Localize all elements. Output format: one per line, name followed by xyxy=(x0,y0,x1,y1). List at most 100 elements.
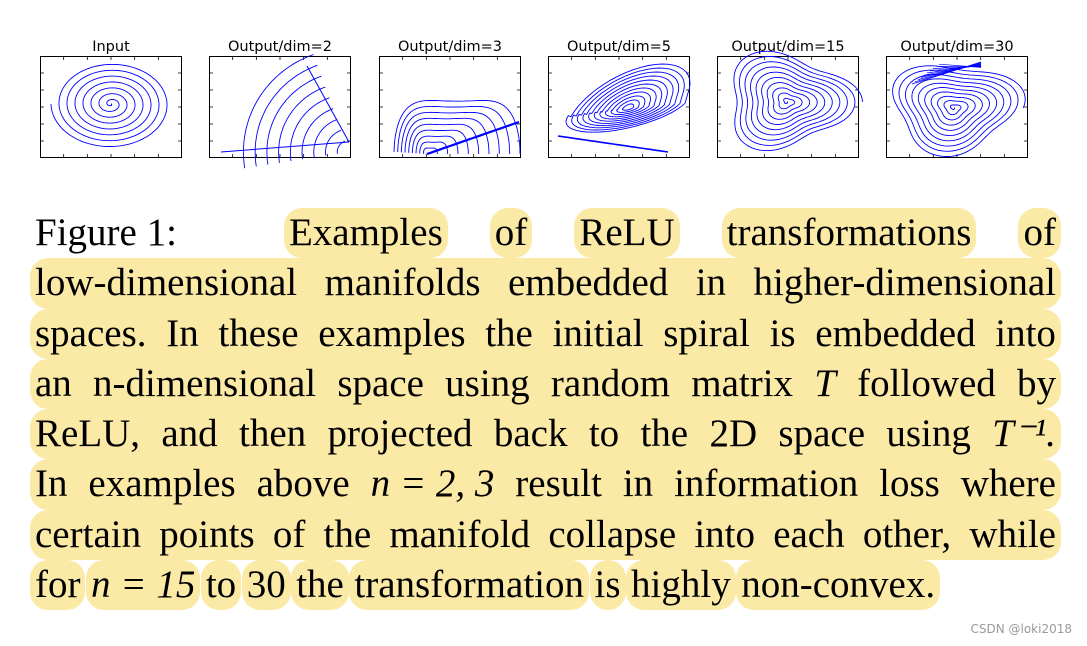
caption-word: back xyxy=(493,412,568,456)
spiral-curve xyxy=(733,50,863,152)
spiral-curve xyxy=(892,61,1026,157)
panel-title: Input xyxy=(92,39,130,55)
caption-line-5: ReLU, and then projected back to the 2D … xyxy=(30,409,1061,460)
caption-word: of xyxy=(489,208,533,259)
plot-dim5 xyxy=(548,56,691,158)
caption-word: in xyxy=(695,261,727,305)
panel-dim5: Output/dim=5 xyxy=(548,38,691,160)
caption-word: where xyxy=(960,462,1056,506)
caption-word: points xyxy=(159,512,255,556)
caption-word: ReLU xyxy=(574,208,680,259)
caption-word: non-convex. xyxy=(736,560,941,611)
panel-dim15: Output/dim=15 xyxy=(717,38,863,160)
panel-title: Output/dim=30 xyxy=(900,39,1014,55)
caption-word: spiral xyxy=(663,311,750,355)
caption-word: embedded xyxy=(815,311,976,355)
caption-math: T⁻¹. xyxy=(992,412,1056,456)
caption-word: embedded xyxy=(508,261,669,305)
caption-word: then xyxy=(239,412,307,456)
panel-title: Output/dim=5 xyxy=(567,39,671,55)
caption-word: projected xyxy=(327,412,473,456)
caption-word: In xyxy=(35,462,68,506)
caption-word: n-dimensional xyxy=(93,361,317,405)
caption-word: these xyxy=(218,311,299,355)
panel-dim30: Output/dim=30 xyxy=(886,38,1028,160)
caption-word: highly xyxy=(626,560,736,611)
caption-word: an xyxy=(35,361,72,405)
caption-line-8: for n = 15 to 30 the transformation is h… xyxy=(30,560,1056,611)
caption-word: followed xyxy=(857,361,996,405)
caption-word: is xyxy=(769,311,796,355)
caption-word: for xyxy=(30,560,86,611)
plot-dim30 xyxy=(886,56,1028,158)
caption-word: of xyxy=(272,512,306,556)
caption-word: the xyxy=(640,412,689,456)
caption-word: into xyxy=(995,311,1056,355)
panel-title: Output/dim=15 xyxy=(731,39,845,55)
caption-word: initial xyxy=(552,311,644,355)
caption-line-7: certain points of the manifold collapse … xyxy=(30,509,1061,561)
caption-math: n = 15 xyxy=(86,560,201,611)
caption-word: in xyxy=(622,462,654,506)
caption-word: is xyxy=(589,560,626,611)
figure-caption: Figure 1: Examples of ReLU transformatio… xyxy=(30,208,1061,611)
caption-word: matrix xyxy=(691,361,794,405)
caption-word: of xyxy=(1018,208,1061,259)
caption-word: space xyxy=(778,412,866,456)
caption-word: by xyxy=(1017,361,1056,405)
caption-word: into xyxy=(694,512,755,556)
caption-word: certain xyxy=(35,512,142,556)
caption-word: using xyxy=(445,361,530,405)
caption-word: the xyxy=(323,512,372,556)
caption-word: to xyxy=(200,560,242,611)
caption-word: transformation xyxy=(349,560,589,611)
caption-word: above xyxy=(256,462,350,506)
spiral-curve xyxy=(50,63,168,147)
caption-word: to xyxy=(588,412,620,456)
spiral-curve xyxy=(393,99,521,156)
caption-line-2: low-dimensional manifolds embedded in hi… xyxy=(30,258,1061,309)
caption-word: low-dimensional xyxy=(35,261,298,305)
panel-dim2: Output/dim=2 xyxy=(209,38,351,169)
panel-dim3: Output/dim=3 xyxy=(379,38,521,160)
caption-word: examples xyxy=(318,311,466,355)
caption-word: ReLU, xyxy=(35,412,141,456)
plot-input xyxy=(40,56,182,158)
caption-word: using xyxy=(886,412,971,456)
caption-word: loss xyxy=(879,462,940,506)
caption-word: the xyxy=(485,311,533,355)
caption-word: while xyxy=(969,512,1056,556)
panel-input: Input xyxy=(40,38,182,160)
caption-line-3: spaces. In these examples the initial sp… xyxy=(30,308,1061,359)
caption-math: n = 2, 3 xyxy=(370,462,495,506)
watermark: CSDN @loki2018 xyxy=(970,622,1072,636)
panel-title: Output/dim=3 xyxy=(398,39,502,55)
caption-line-4: an n-dimensional space using random matr… xyxy=(30,358,1061,410)
caption-word: higher-dimensional xyxy=(753,261,1056,305)
spiral-curve xyxy=(557,63,691,153)
caption-word: other, xyxy=(862,512,952,556)
figure-panels: Input Output/dim=2 Output/dim=3 Output/d… xyxy=(0,0,1087,170)
plot-dim2 xyxy=(209,54,351,169)
caption-word: each xyxy=(773,512,845,556)
figure-label: Figure 1: xyxy=(35,211,177,254)
caption-word: random xyxy=(550,361,671,405)
caption-word: spaces. xyxy=(35,311,147,355)
caption-word: examples xyxy=(88,462,236,506)
spiral-curve xyxy=(220,54,350,169)
caption-math: T xyxy=(814,361,836,405)
caption-line-1: Figure 1: Examples of ReLU transformatio… xyxy=(35,208,1061,259)
caption-line-6: In examples above n = 2, 3 result in inf… xyxy=(30,459,1061,510)
caption-word: the xyxy=(291,560,349,611)
caption-word: transformations xyxy=(721,208,977,259)
plot-dim3 xyxy=(379,56,521,158)
caption-word: manifold xyxy=(389,512,531,556)
panel-title: Output/dim=2 xyxy=(228,39,332,55)
caption-word: 2D xyxy=(709,412,758,456)
caption-word: result xyxy=(515,462,602,506)
caption-word: 30 xyxy=(241,560,291,611)
plot-dim15 xyxy=(717,50,863,158)
caption-word: collapse xyxy=(548,512,677,556)
caption-word: information xyxy=(674,462,859,506)
caption-word: Examples xyxy=(283,208,448,259)
